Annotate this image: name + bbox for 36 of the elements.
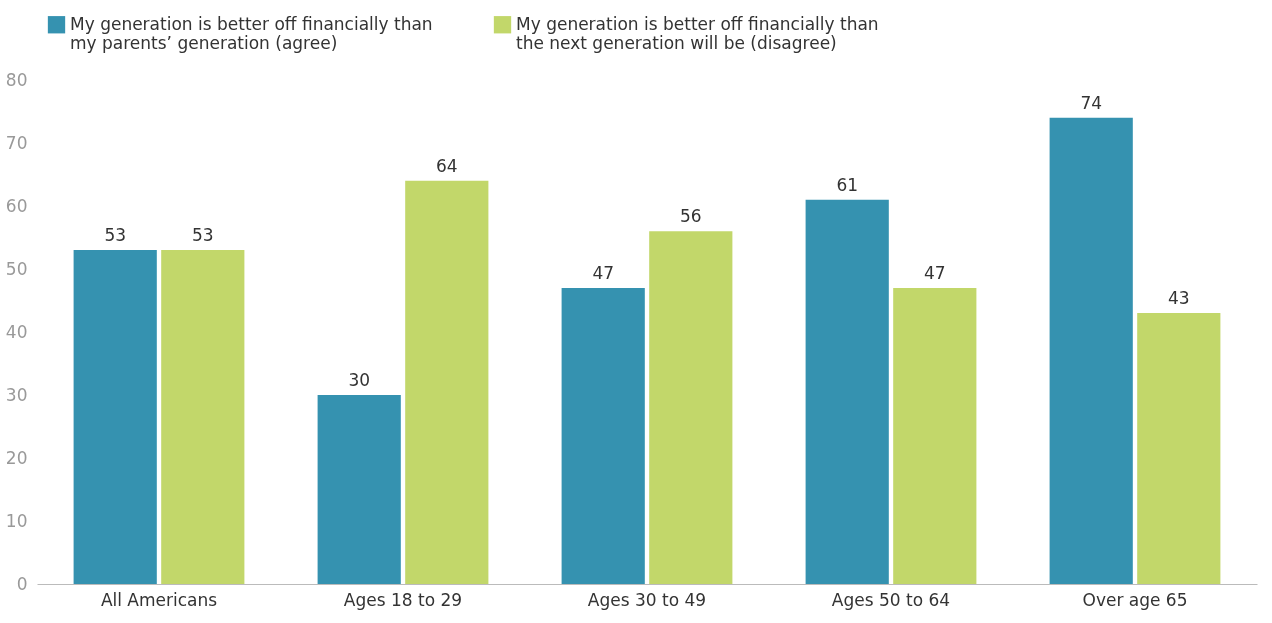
y-tick-label: 20 xyxy=(5,447,28,468)
data-label: 53 xyxy=(104,225,127,246)
data-label: 47 xyxy=(592,262,615,283)
bar xyxy=(1137,313,1221,584)
data-label: 30 xyxy=(348,370,371,390)
data-label: 53 xyxy=(191,225,214,246)
y-tick-label: 0 xyxy=(16,573,28,594)
data-label: 47 xyxy=(923,262,946,283)
bar xyxy=(1049,117,1133,584)
y-tick-label: 40 xyxy=(5,321,28,342)
bar xyxy=(649,231,733,584)
bar xyxy=(805,199,889,584)
y-tick-label: 10 xyxy=(5,510,28,531)
bar xyxy=(405,180,489,584)
x-tick-label: Over age 65 xyxy=(1082,589,1188,610)
x-tick-label: Ages 30 to 49 xyxy=(587,589,707,610)
x-tick-label: All Americans xyxy=(100,589,218,610)
data-label: 43 xyxy=(1167,288,1190,309)
y-tick-label: 60 xyxy=(5,195,28,216)
x-tick-label: Ages 18 to 29 xyxy=(343,589,463,610)
y-tick-label: 30 xyxy=(5,384,28,405)
data-label: 64 xyxy=(435,155,458,176)
legend-label: My generation is better off financially than my parents’ generation (agree) xyxy=(70,13,433,53)
data-label: 56 xyxy=(679,206,702,227)
x-tick-label: Ages 50 to 64 xyxy=(831,589,951,610)
bar xyxy=(317,395,401,584)
bar xyxy=(73,250,157,584)
data-label: 74 xyxy=(1080,92,1103,113)
y-tick-label: 50 xyxy=(5,258,28,279)
data-label: 61 xyxy=(836,174,859,195)
y-tick-label: 70 xyxy=(5,132,28,153)
bar xyxy=(893,287,977,584)
bar xyxy=(161,250,245,584)
legend-label: My generation is better off financially than the next generation will be (disagree) xyxy=(516,13,879,53)
y-tick-label: 80 xyxy=(5,69,28,90)
bar xyxy=(561,287,645,584)
